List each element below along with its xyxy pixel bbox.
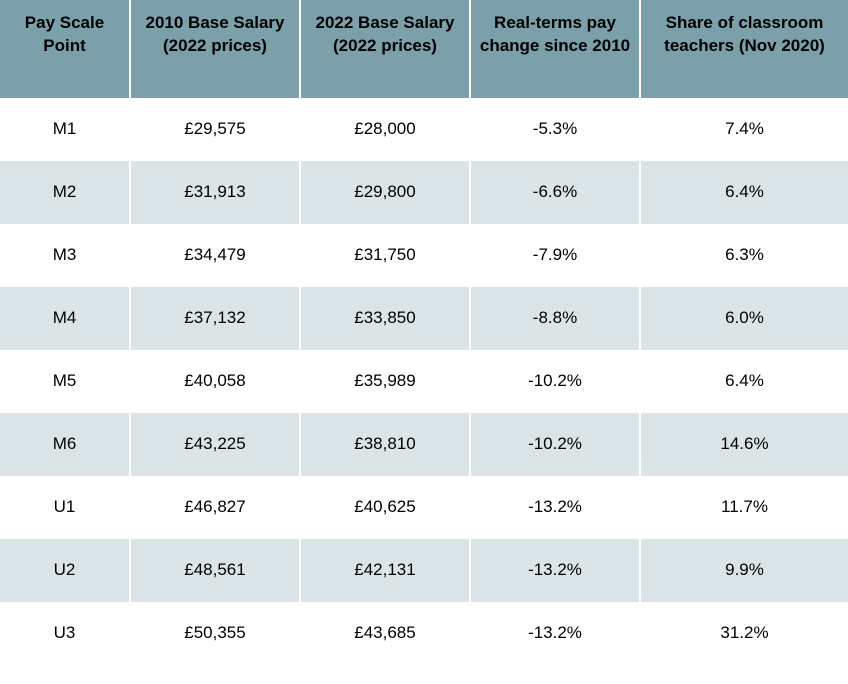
cell-pay-scale: M4 xyxy=(0,287,130,350)
cell-change: -13.2% xyxy=(470,602,640,665)
cell-pay-scale: M2 xyxy=(0,161,130,224)
col-header-real-change: Real-terms pay change since 2010 xyxy=(470,0,640,98)
table-body: M1 £29,575 £28,000 -5.3% 7.4% M2 £31,913… xyxy=(0,98,848,665)
pay-scale-table: Pay Scale Point 2010 Base Salary (2022 p… xyxy=(0,0,848,665)
cell-pay-scale: U2 xyxy=(0,539,130,602)
table-row: M2 £31,913 £29,800 -6.6% 6.4% xyxy=(0,161,848,224)
cell-share: 6.3% xyxy=(640,224,848,287)
cell-pay-scale: M1 xyxy=(0,98,130,161)
cell-share: 6.0% xyxy=(640,287,848,350)
table-row: M5 £40,058 £35,989 -10.2% 6.4% xyxy=(0,350,848,413)
cell-2022: £28,000 xyxy=(300,98,470,161)
cell-2010: £29,575 xyxy=(130,98,300,161)
cell-pay-scale: U1 xyxy=(0,476,130,539)
col-header-share: Share of classroom teachers (Nov 2020) xyxy=(640,0,848,98)
cell-2010: £40,058 xyxy=(130,350,300,413)
cell-pay-scale: M3 xyxy=(0,224,130,287)
cell-2010: £46,827 xyxy=(130,476,300,539)
cell-2022: £35,989 xyxy=(300,350,470,413)
cell-share: 11.7% xyxy=(640,476,848,539)
table-row: U1 £46,827 £40,625 -13.2% 11.7% xyxy=(0,476,848,539)
table-row: M1 £29,575 £28,000 -5.3% 7.4% xyxy=(0,98,848,161)
cell-2022: £38,810 xyxy=(300,413,470,476)
cell-share: 9.9% xyxy=(640,539,848,602)
cell-2010: £31,913 xyxy=(130,161,300,224)
cell-share: 6.4% xyxy=(640,350,848,413)
cell-2010: £48,561 xyxy=(130,539,300,602)
cell-change: -13.2% xyxy=(470,539,640,602)
cell-pay-scale: M5 xyxy=(0,350,130,413)
table-row: M3 £34,479 £31,750 -7.9% 6.3% xyxy=(0,224,848,287)
cell-2010: £34,479 xyxy=(130,224,300,287)
cell-change: -10.2% xyxy=(470,350,640,413)
col-header-pay-scale: Pay Scale Point xyxy=(0,0,130,98)
col-header-2010-salary: 2010 Base Salary (2022 prices) xyxy=(130,0,300,98)
cell-change: -7.9% xyxy=(470,224,640,287)
cell-2010: £37,132 xyxy=(130,287,300,350)
header-row: Pay Scale Point 2010 Base Salary (2022 p… xyxy=(0,0,848,98)
cell-share: 14.6% xyxy=(640,413,848,476)
cell-2010: £50,355 xyxy=(130,602,300,665)
cell-2022: £42,131 xyxy=(300,539,470,602)
cell-2022: £31,750 xyxy=(300,224,470,287)
cell-2022: £40,625 xyxy=(300,476,470,539)
cell-pay-scale: U3 xyxy=(0,602,130,665)
cell-2010: £43,225 xyxy=(130,413,300,476)
cell-share: 7.4% xyxy=(640,98,848,161)
table-row: U3 £50,355 £43,685 -13.2% 31.2% xyxy=(0,602,848,665)
cell-2022: £33,850 xyxy=(300,287,470,350)
table-head: Pay Scale Point 2010 Base Salary (2022 p… xyxy=(0,0,848,98)
cell-change: -5.3% xyxy=(470,98,640,161)
cell-change: -8.8% xyxy=(470,287,640,350)
cell-share: 6.4% xyxy=(640,161,848,224)
cell-change: -13.2% xyxy=(470,476,640,539)
cell-2022: £29,800 xyxy=(300,161,470,224)
table-row: M6 £43,225 £38,810 -10.2% 14.6% xyxy=(0,413,848,476)
cell-change: -10.2% xyxy=(470,413,640,476)
cell-share: 31.2% xyxy=(640,602,848,665)
table-row: U2 £48,561 £42,131 -13.2% 9.9% xyxy=(0,539,848,602)
cell-pay-scale: M6 xyxy=(0,413,130,476)
table-row: M4 £37,132 £33,850 -8.8% 6.0% xyxy=(0,287,848,350)
col-header-2022-salary: 2022 Base Salary (2022 prices) xyxy=(300,0,470,98)
cell-change: -6.6% xyxy=(470,161,640,224)
cell-2022: £43,685 xyxy=(300,602,470,665)
